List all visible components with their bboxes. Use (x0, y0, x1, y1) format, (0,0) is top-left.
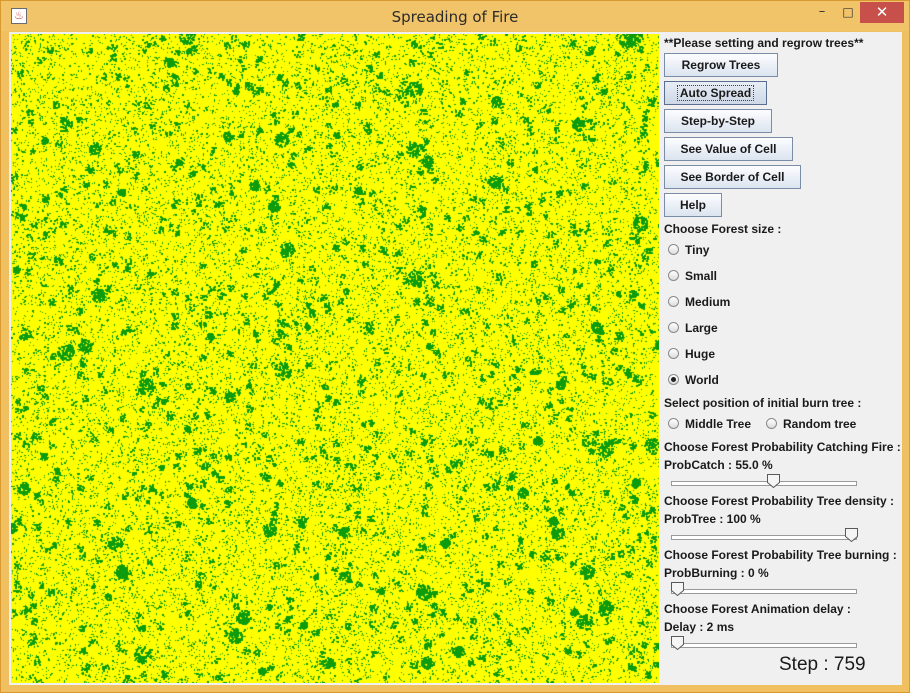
slider-thumb[interactable] (671, 636, 684, 650)
window-title: Spreading of Fire (391, 8, 519, 26)
title-bar[interactable]: ♨ Spreading of Fire – □ ✕ (1, 1, 909, 31)
radio-button[interactable] (668, 244, 679, 255)
step-counter: Step : 759 (779, 654, 866, 675)
prob-tree-slider[interactable] (671, 526, 858, 546)
instruction-text: **Please setting and regrow trees** (664, 36, 864, 50)
regrow-trees-label: Regrow Trees (681, 58, 761, 72)
minimize-button[interactable]: – (818, 4, 826, 19)
slider-track[interactable] (671, 589, 857, 594)
close-button[interactable]: ✕ (860, 2, 904, 23)
help-button[interactable]: Help (664, 193, 722, 217)
auto-spread-label: Auto Spread (676, 85, 755, 101)
size-option-label: World (685, 373, 719, 387)
prob-tree-value: ProbTree : 100 % (664, 512, 761, 526)
size-option-label: Small (685, 269, 718, 283)
help-label: Help (679, 198, 706, 212)
delay-label: Choose Forest Animation delay : (664, 602, 851, 616)
regrow-trees-button[interactable]: Regrow Trees (664, 53, 778, 77)
size-option-label: Large (685, 321, 718, 335)
burn-option-label: Middle Tree (685, 417, 752, 431)
see-value-label: See Value of Cell (680, 142, 777, 156)
step-by-step-button[interactable]: Step-by-Step (664, 109, 772, 133)
prob-tree-label: Choose Forest Probability Tree density : (664, 494, 895, 508)
prob-catch-slider[interactable] (671, 472, 857, 492)
size-option-label: Tiny (685, 243, 710, 257)
slider-thumb[interactable] (845, 528, 858, 542)
maximize-button[interactable]: □ (842, 5, 854, 19)
radio-button-selected[interactable] (668, 374, 679, 385)
delay-value: Delay : 2 ms (664, 620, 735, 634)
slider-thumb[interactable] (671, 582, 684, 596)
slider-track[interactable] (671, 643, 857, 648)
size-option-label: Medium (685, 295, 731, 309)
slider-thumb[interactable] (766, 474, 780, 488)
radio-button[interactable] (766, 418, 777, 429)
radio-button[interactable] (668, 322, 679, 333)
see-value-of-cell-button[interactable]: See Value of Cell (664, 137, 793, 161)
step-by-step-label: Step-by-Step (680, 114, 755, 128)
auto-spread-button[interactable]: Auto Spread (664, 81, 767, 105)
see-border-of-cell-button[interactable]: See Border of Cell (664, 165, 801, 189)
prob-catch-label: Choose Forest Probability Catching Fire … (664, 440, 901, 454)
delay-slider[interactable] (671, 634, 857, 654)
radio-button[interactable] (668, 270, 679, 281)
control-panel: **Please setting and regrow trees** Regr… (664, 32, 902, 685)
initial-burn-label: Select position of initial burn tree : (664, 396, 862, 410)
forest-size-label: Choose Forest size : (664, 222, 782, 236)
burn-option-label: Random tree (783, 417, 857, 431)
client-area: **Please setting and regrow trees** Regr… (9, 32, 902, 685)
prob-burning-label: Choose Forest Probability Tree burning : (664, 548, 897, 562)
radio-button[interactable] (668, 348, 679, 359)
slider-track[interactable] (671, 481, 857, 486)
prob-burning-value: ProbBurning : 0 % (664, 566, 769, 580)
slider-track[interactable] (671, 535, 857, 540)
radio-button[interactable] (668, 418, 679, 429)
see-border-label: See Border of Cell (680, 170, 785, 184)
prob-burning-slider[interactable] (671, 580, 857, 600)
radio-button[interactable] (668, 296, 679, 307)
size-option-label: Huge (685, 347, 715, 361)
forest-grid-canvas[interactable] (11, 34, 659, 683)
prob-catch-value: ProbCatch : 55.0 % (664, 458, 773, 472)
java-app-icon[interactable]: ♨ (11, 8, 27, 24)
